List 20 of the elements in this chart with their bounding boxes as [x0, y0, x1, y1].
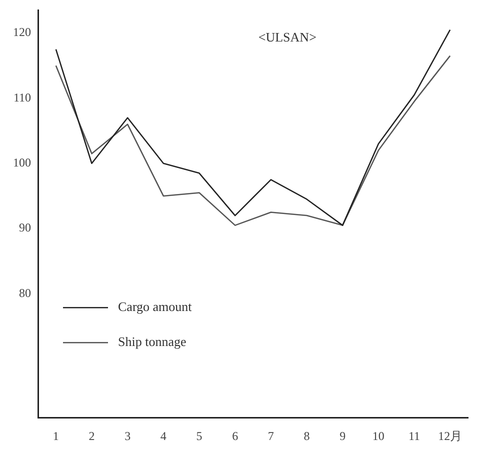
x-tick-label: 1 — [52, 428, 59, 443]
x-tick-label: 5 — [196, 428, 202, 443]
x-tick-label: 3 — [124, 428, 131, 443]
x-tick-label: 11 — [408, 428, 420, 443]
y-tick-label: 100 — [13, 156, 31, 170]
y-tick-label: 110 — [13, 90, 31, 104]
text: <ULSAN> — [258, 30, 316, 45]
x-tick-label: 9 — [340, 428, 346, 443]
x-tick-label: 7 — [268, 428, 274, 443]
x-tick-label: 12月 — [438, 428, 462, 443]
x-tick-label: 6 — [232, 428, 238, 443]
legend-label: Cargo amount — [118, 299, 192, 314]
y-tick-label: 120 — [13, 25, 31, 40]
x-tick-label: 4 — [160, 428, 166, 443]
x-tick-label: 10 — [372, 428, 384, 443]
y-tick-label: 90 — [19, 220, 31, 235]
y-tick-label: 80 — [19, 286, 31, 300]
x-tick-label: 8 — [304, 428, 310, 443]
x-tick-label: 2 — [88, 428, 95, 443]
legend-label: Ship tonnage — [118, 334, 186, 350]
